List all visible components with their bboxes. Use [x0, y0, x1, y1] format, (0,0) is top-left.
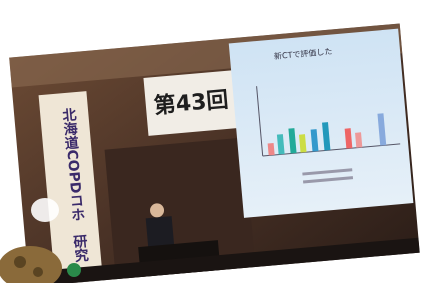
page: {"photo": {"banner": "第43回", "vertical_b… [0, 0, 433, 283]
photo: 北海道COPDコホ 研究 第43回 新CTで評価した [9, 24, 420, 283]
decoration [67, 263, 81, 277]
vertical-banner-text: 研究 [71, 234, 89, 265]
decoration [31, 198, 59, 222]
decoration [14, 256, 26, 268]
slide-bar [268, 143, 275, 155]
projection-screen [229, 29, 414, 218]
decoration [33, 267, 43, 277]
photo-frame: 北海道COPDコホ 研究 第43回 新CTで評価した [0, 0, 433, 283]
